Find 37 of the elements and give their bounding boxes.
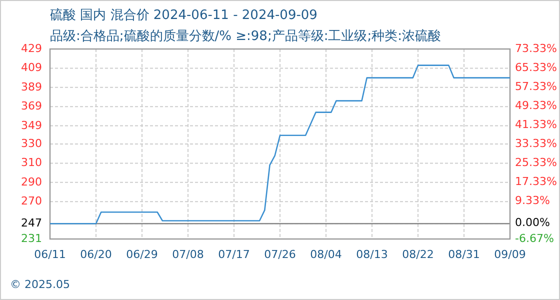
y-tick-label: 231 [21,232,42,246]
y-tick-label: 270 [21,194,42,208]
y2-tick-label: -6.67% [515,232,554,246]
y-tick-label: 247 [21,216,42,230]
x-tick-label: 08/13 [356,248,388,261]
y2-tick-label: 17.33% [515,175,557,188]
y-tick-label: 290 [21,175,42,188]
y2-tick-label: 41.33% [515,118,557,132]
y2-tick-label: 33.33% [515,137,557,150]
y2-tick-label: 25.33% [515,156,557,170]
y-tick-label: 389 [21,80,42,94]
y2-tick-label: 57.33% [515,80,557,94]
y-tick-label: 310 [21,156,42,170]
y2-tick-label: 73.33% [515,42,557,56]
x-tick-label: 06/20 [80,248,112,261]
x-tick-label: 08/04 [310,248,342,261]
y-tick-label: 349 [21,118,42,132]
y2-tick-label: 65.33% [515,61,557,74]
y2-tick-label: 9.33% [515,194,550,208]
x-tick-label: 07/17 [218,248,250,261]
y2-tick-label: 0.00% [515,216,550,230]
x-tick-label: 07/26 [264,248,296,261]
x-tick-label: 08/22 [402,248,434,261]
line-series [49,64,511,224]
y-tick-label: 369 [21,100,42,113]
y-tick-label: 429 [21,42,42,56]
x-tick-label: 08/31 [448,248,480,261]
y2-tick-label: 49.33% [515,99,557,112]
x-tick-label: 09/09 [494,248,526,261]
y-tick-label: 409 [21,61,42,74]
x-tick-label: 06/29 [126,248,158,261]
chart-title: 硫酸 国内 混合价 2024-06-11 - 2024-09-09 [50,8,318,23]
text: © 2025.05 [10,278,70,291]
chart-subtitle: 品级:合格品;硫酸的质量分数/% ≥:98;产品等级:工业级;种类:浓硫酸 [50,29,441,44]
x-tick-label: 07/08 [172,248,204,261]
x-tick-label: 06/11 [34,248,66,261]
y-tick-label: 330 [21,137,42,150]
